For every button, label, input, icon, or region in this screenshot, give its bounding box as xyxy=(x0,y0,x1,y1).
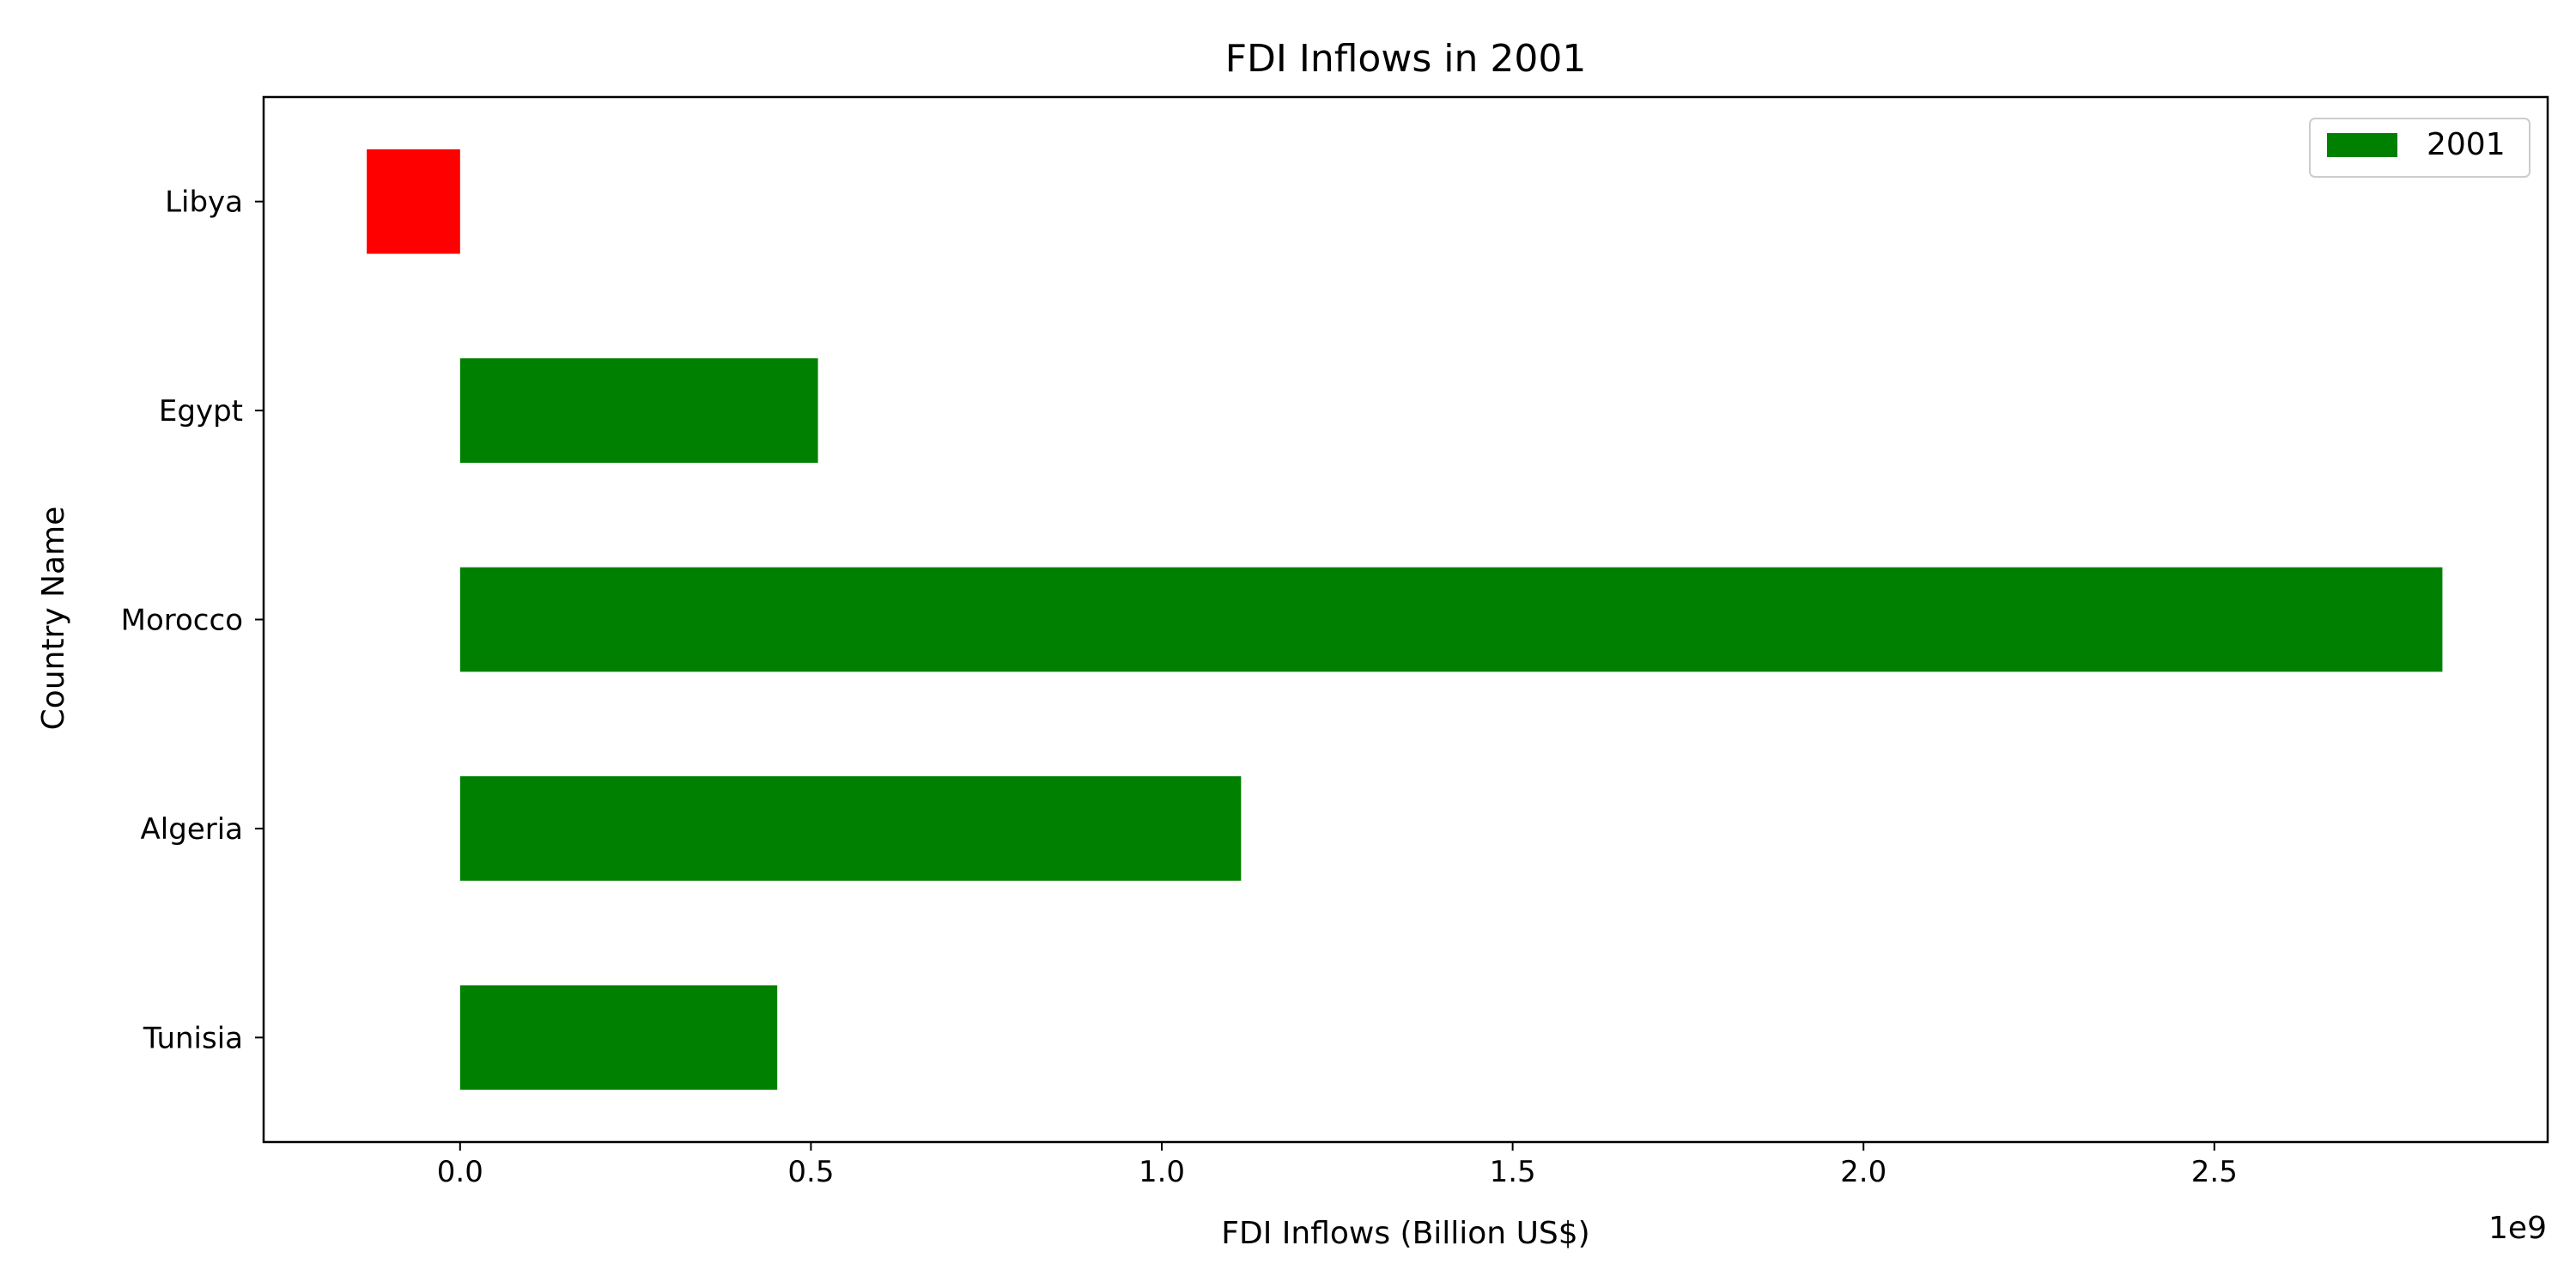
plot-frame xyxy=(262,95,2549,1144)
chart-title: FDI Inflows in 2001 xyxy=(1225,37,1587,81)
x-tick-label: 1.5 xyxy=(1490,1155,1536,1189)
x-axis-label: FDI Inflows (Billion US$) xyxy=(1221,1216,1589,1251)
legend-swatch xyxy=(2327,133,2397,157)
y-tick-label: Tunisia xyxy=(143,1021,243,1055)
bar-libya xyxy=(367,149,460,254)
axes-layer: 0.0 0.5 1.0 1.5 2.0 2.5 Tunisia Algeria Morocco E… xyxy=(121,95,2549,1189)
x-tick-label: 0.0 xyxy=(437,1155,483,1189)
bar-algeria xyxy=(459,776,1242,881)
bar-egypt xyxy=(459,358,818,463)
y-tick-label: Morocco xyxy=(121,604,243,638)
bar-tunisia xyxy=(459,985,778,1091)
bar-morocco xyxy=(459,567,2443,672)
bars-layer xyxy=(367,149,2443,1091)
x-tick-label: 0.5 xyxy=(787,1155,834,1189)
legend-label: 2001 xyxy=(2427,127,2506,162)
x-tick-label: 1.0 xyxy=(1139,1155,1185,1189)
x-tick-label: 2.0 xyxy=(1840,1155,1886,1189)
legend: 2001 xyxy=(2309,118,2530,178)
y-axis-label: Country Name xyxy=(36,507,71,731)
y-tick-label: Algeria xyxy=(141,812,243,847)
x-axis-offset-label: 1e9 xyxy=(2488,1211,2547,1246)
y-tick-label: Egypt xyxy=(159,394,243,428)
x-tick-label: 2.5 xyxy=(2191,1155,2238,1189)
y-tick-label: Libya xyxy=(165,185,243,220)
